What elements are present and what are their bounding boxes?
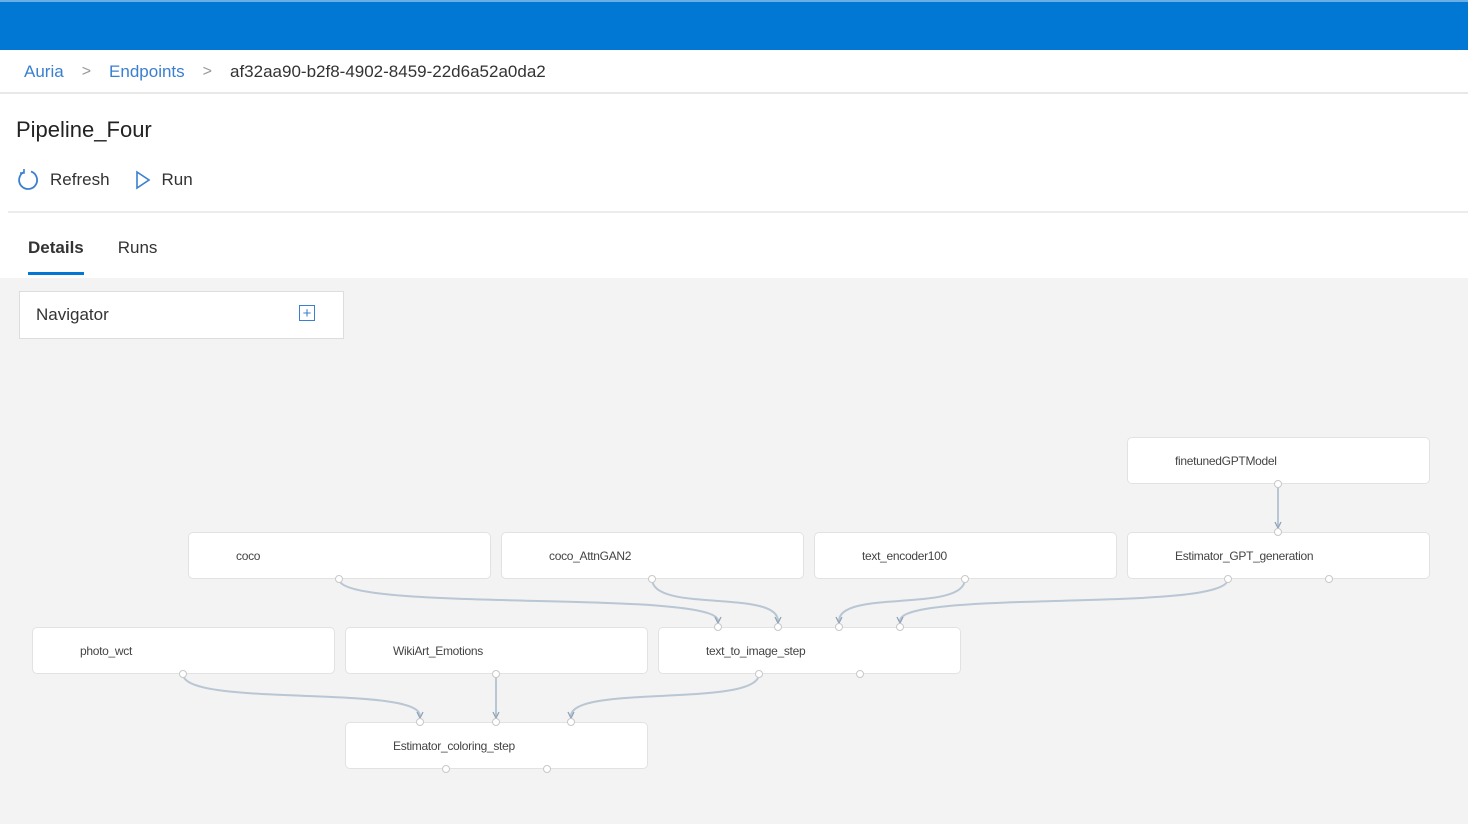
refresh-icon <box>18 169 38 190</box>
node-label: text_to_image_step <box>706 643 806 658</box>
navigator-panel: Navigator + <box>19 291 344 339</box>
pipeline-node-coco[interactable]: coco <box>188 532 491 579</box>
divider <box>8 211 1468 213</box>
node-label: text_encoder100 <box>862 548 947 563</box>
breadcrumb-auria[interactable]: Auria <box>24 62 64 81</box>
pipeline-node-estimator-coloring-step[interactable]: Estimator_coloring_step <box>345 722 648 769</box>
top-bar <box>0 0 1468 50</box>
chevron-right-icon: > <box>81 63 92 80</box>
navigator-label: Navigator <box>36 305 109 324</box>
node-label: Estimator_coloring_step <box>393 738 515 753</box>
breadcrumb-current: af32aa90-b2f8-4902-8459-22d6a52a0da2 <box>230 62 546 81</box>
breadcrumb: Auria > Endpoints > af32aa90-b2f8-4902-8… <box>24 62 546 82</box>
toolbar: Refresh Run <box>16 168 217 192</box>
pipeline-node-estimator-gpt-generation[interactable]: Estimator_GPT_generation <box>1127 532 1430 579</box>
pipeline-node-text-to-image-step[interactable]: text_to_image_step <box>658 627 961 674</box>
divider <box>0 92 1468 94</box>
tab-runs[interactable]: Runs <box>117 238 158 257</box>
pipeline-node-wikiart-emotions[interactable]: WikiArt_Emotions <box>345 627 648 674</box>
pipeline-node-text-encoder100[interactable]: text_encoder100 <box>814 532 1117 579</box>
run-label: Run <box>161 170 193 189</box>
pipeline-node-photo-wct[interactable]: photo_wct <box>32 627 335 674</box>
node-label: photo_wct <box>80 643 133 658</box>
node-label: Estimator_GPT_generation <box>1175 548 1314 563</box>
node-label: coco <box>236 548 261 563</box>
node-label: coco_AttnGAN2 <box>549 548 632 563</box>
breadcrumb-endpoints[interactable]: Endpoints <box>109 62 185 81</box>
refresh-button[interactable]: Refresh <box>16 168 110 192</box>
pipeline-node-finetunedgptmodel[interactable]: finetunedGPTModel <box>1127 437 1430 484</box>
tab-list: Details Runs <box>28 238 191 275</box>
chevron-right-icon: > <box>202 63 212 80</box>
node-label: finetunedGPTModel <box>1175 453 1277 468</box>
node-label: WikiArt_Emotions <box>393 643 483 658</box>
page-title: Pipeline_Four <box>16 117 152 142</box>
run-button[interactable]: Run <box>134 170 193 190</box>
refresh-label: Refresh <box>50 170 110 189</box>
play-icon <box>135 170 150 190</box>
tab-details[interactable]: Details <box>28 238 84 275</box>
plus-square-icon[interactable]: + <box>299 305 315 321</box>
pipeline-node-coco-attngan2[interactable]: coco_AttnGAN2 <box>501 532 804 579</box>
